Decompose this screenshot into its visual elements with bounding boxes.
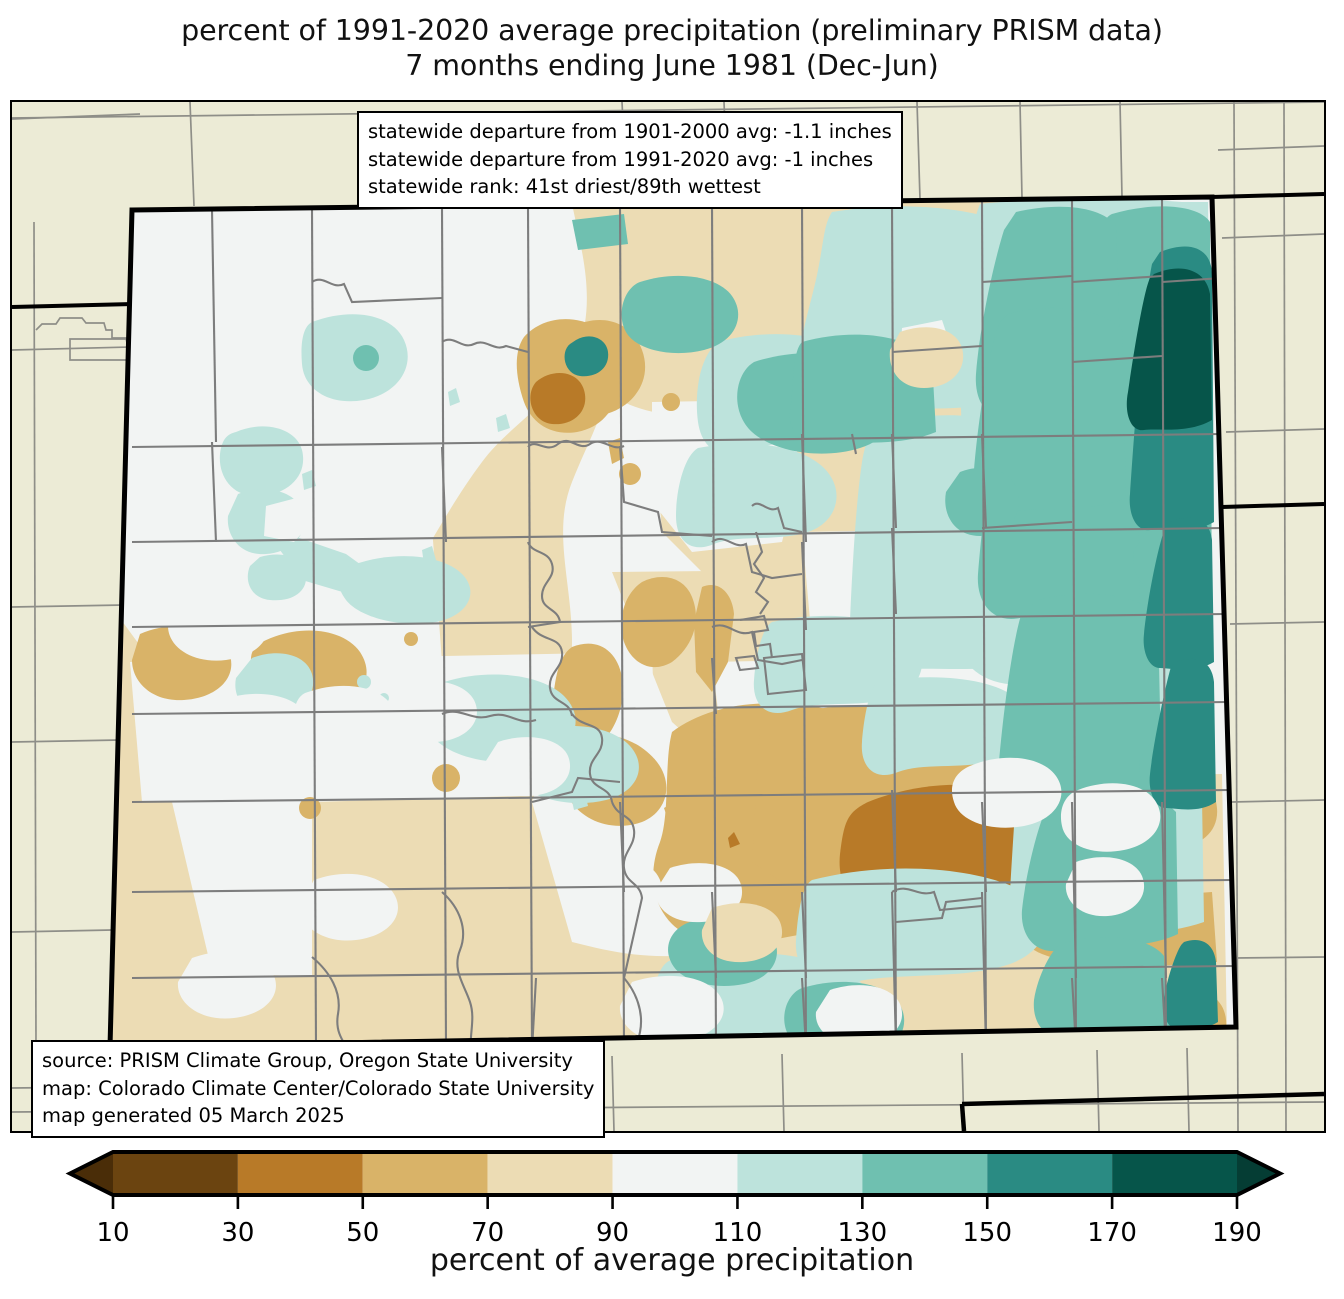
title-line-2: 7 months ending June 1981 (Dec-Jun): [405, 48, 939, 82]
statewide-stats-box: statewide departure from 1901-2000 avg: …: [357, 111, 903, 210]
source-credits-box: source: PRISM Climate Group, Oregon Stat…: [31, 1040, 606, 1139]
source-line: source: PRISM Climate Group, Oregon Stat…: [42, 1049, 573, 1072]
colorbar-svg: 10 30 50 70 90 110 130 150 170 190: [65, 1150, 1285, 1248]
stats-departure-1901-2000: statewide departure from 1901-2000 avg: …: [368, 120, 892, 143]
title-line-1: percent of 1991-2020 average precipitati…: [181, 14, 1163, 47]
oklahoma-border: [961, 1091, 1324, 1107]
colorbar-band-170-190: [1112, 1152, 1237, 1195]
colorbar-band-150-170: [987, 1152, 1113, 1195]
colorbar-band-30-50: [237, 1152, 363, 1195]
colorbar-tick-label-50: 50: [346, 1218, 379, 1248]
map-generated-line: map generated 05 March 2025: [42, 1104, 345, 1128]
colorbar-tick-label-190: 190: [1212, 1218, 1262, 1248]
colorbar-band-130-150: [862, 1152, 988, 1195]
colorbar-band-70-90: [487, 1152, 613, 1195]
colorbar-band-10-30: [113, 1152, 238, 1195]
colorado-precipitation-map: [12, 102, 1324, 1131]
colorado-precipitation-field: [110, 197, 1236, 1047]
colorbar-band-50-70: [362, 1152, 488, 1195]
colorado-county-lines: [131, 199, 1235, 1047]
colorbar-axis-label: percent of average precipitation: [429, 1243, 915, 1278]
colorbar-over-arrow: [1237, 1152, 1280, 1195]
map-credit-line: map: Colorado Climate Center/Colorado St…: [42, 1076, 595, 1100]
colorbar-band-110-130: [737, 1152, 863, 1195]
colorbar-bands: [70, 1152, 1280, 1195]
oklahoma-panhandle-west: [959, 1103, 967, 1131]
colorbar-tick-labels: 10 30 50 70 90 110 130 150 170 190: [96, 1218, 1261, 1248]
colorbar-ticks: [111, 1195, 1239, 1209]
colorbar-tick-label-110: 110: [713, 1218, 763, 1248]
page-title: percent of 1991-2020 average precipitati…: [0, 14, 1344, 84]
colorbar-tick-label-90: 90: [596, 1218, 629, 1248]
colorbar: 10 30 50 70 90 110 130 150 170 190: [0, 1142, 1344, 1299]
band-170-190: [1126, 268, 1212, 431]
colorbar-band-90-110: [612, 1152, 738, 1195]
map-frame: [10, 100, 1326, 1133]
colorbar-tick-label-10: 10: [96, 1218, 129, 1248]
state-borders: [12, 192, 1324, 509]
stats-departure-1991-2020: statewide departure from 1991-2020 avg: …: [368, 147, 874, 171]
colorbar-tick-label-30: 30: [221, 1218, 254, 1248]
colorbar-under-arrow: [70, 1152, 113, 1195]
colorbar-tick-label-130: 130: [838, 1218, 888, 1248]
colorbar-tick-label-170: 170: [1087, 1218, 1137, 1248]
colorbar-tick-label-70: 70: [471, 1218, 504, 1248]
stats-rank: statewide rank: 41st driest/89th wettest: [368, 175, 761, 199]
colorbar-tick-label-150: 150: [962, 1218, 1012, 1248]
